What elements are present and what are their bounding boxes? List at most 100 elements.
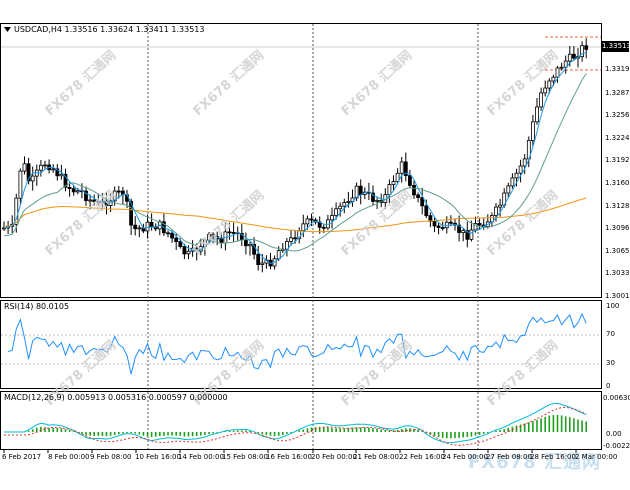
time-label: 14 Feb 00:00 [178, 453, 224, 461]
candle-body [494, 206, 498, 216]
candle-body [572, 53, 576, 59]
price-label: 1.32560 [605, 111, 630, 119]
rsi-line [7, 312, 587, 375]
price-label: 1.30965 [605, 224, 630, 232]
main-panel[interactable] [0, 23, 602, 298]
fx678-logo: FX678 汇通网 [468, 452, 602, 473]
candle-body [305, 218, 310, 225]
candle-body [371, 192, 375, 202]
candle-body [289, 237, 293, 242]
candle-body [448, 221, 453, 224]
candle-body [22, 163, 27, 172]
candle-body [256, 253, 261, 265]
time-label: 9 Feb 08:00 [90, 453, 132, 461]
candle-body [63, 173, 68, 188]
rsi-level-label: 100 [606, 302, 620, 310]
candle-body [112, 190, 117, 202]
candle-body [276, 250, 281, 260]
time-label: 16 Feb 16:00 [266, 453, 312, 461]
macd-signal-line [4, 406, 587, 446]
time-label: 8 Feb 00:00 [48, 453, 90, 461]
candle-body [129, 200, 134, 226]
candle-body [149, 221, 154, 228]
candle-body [170, 232, 175, 239]
candle-body [26, 163, 31, 182]
candle-body [309, 218, 314, 221]
candle-body [116, 190, 121, 193]
x-axis-ticks [3, 450, 577, 453]
candle-body [96, 201, 101, 203]
candle-body [535, 106, 539, 123]
candle-body [531, 121, 535, 141]
candle-body [399, 161, 404, 174]
candle-body [59, 173, 64, 177]
candle-body [243, 239, 248, 247]
candle-body [133, 224, 138, 230]
candle-body [473, 223, 478, 231]
rsi-level-label: 0 [606, 382, 611, 390]
candle-body [108, 200, 113, 207]
candle-body [436, 225, 441, 228]
candle-body [174, 237, 179, 243]
candle-body [252, 244, 257, 255]
candle-body [248, 244, 252, 247]
time-label: 27 Feb 08:00 [486, 453, 532, 461]
price-label: 1.31285 [605, 202, 630, 210]
time-label: 22 Feb 16:00 [399, 453, 445, 461]
candle-body [444, 221, 449, 229]
candle-body [39, 164, 43, 171]
candle-body [477, 223, 482, 226]
candle-body [584, 45, 589, 50]
candle-body [75, 190, 80, 193]
candle-body [375, 200, 380, 202]
candle-body [403, 161, 408, 177]
candle-body [498, 204, 503, 208]
candle-body [137, 227, 142, 230]
candle-body [457, 224, 462, 233]
candle-body [71, 188, 76, 193]
candle-body [211, 234, 216, 238]
macd-line [4, 402, 587, 444]
candle-body [522, 158, 527, 167]
candle-body [30, 175, 35, 182]
candle-body [416, 194, 421, 199]
candle-body [182, 246, 187, 255]
price-label: 1.30330 [605, 269, 630, 277]
candle-body [92, 199, 97, 203]
candle-body [424, 205, 429, 217]
candle-body [88, 199, 92, 202]
candle-body [543, 87, 548, 94]
candle-body [518, 165, 523, 174]
macd-panel[interactable] [0, 391, 602, 450]
rsi-levels [1, 334, 601, 365]
candle-body [461, 230, 466, 233]
candle-body [514, 172, 519, 179]
rsi-level-label: 70 [606, 330, 615, 338]
symbol-info: USDCAD,H4 1.33516 1.33624 1.33411 1.3351… [14, 25, 205, 34]
candle-body [67, 186, 72, 190]
candle-body [567, 53, 572, 62]
candle-body [539, 92, 543, 108]
candle-body [342, 202, 347, 207]
current-price-label: 1.33513 [602, 41, 630, 52]
candle-body [227, 231, 232, 234]
candle-body [55, 168, 60, 177]
candle-body [186, 250, 191, 255]
candle-body [14, 197, 19, 225]
time-label: 2 Mar 00:00 [575, 453, 618, 461]
time-label: 28 Feb 16:00 [530, 453, 576, 461]
candle-body [391, 181, 396, 185]
macd-level-label: 0.00 [606, 430, 622, 438]
triangle-down-icon[interactable] [4, 27, 11, 32]
time-label: 6 Feb 2017 [2, 453, 42, 461]
price-label: 1.31600 [605, 179, 630, 187]
macd-level-label: -0.002270 [603, 442, 630, 450]
candle-body [506, 185, 511, 194]
candle-body [231, 231, 236, 234]
candle-body [334, 208, 339, 216]
candle-body [432, 220, 437, 227]
candle-body [563, 60, 568, 68]
candle-body [346, 201, 351, 203]
candle-body [43, 164, 47, 167]
